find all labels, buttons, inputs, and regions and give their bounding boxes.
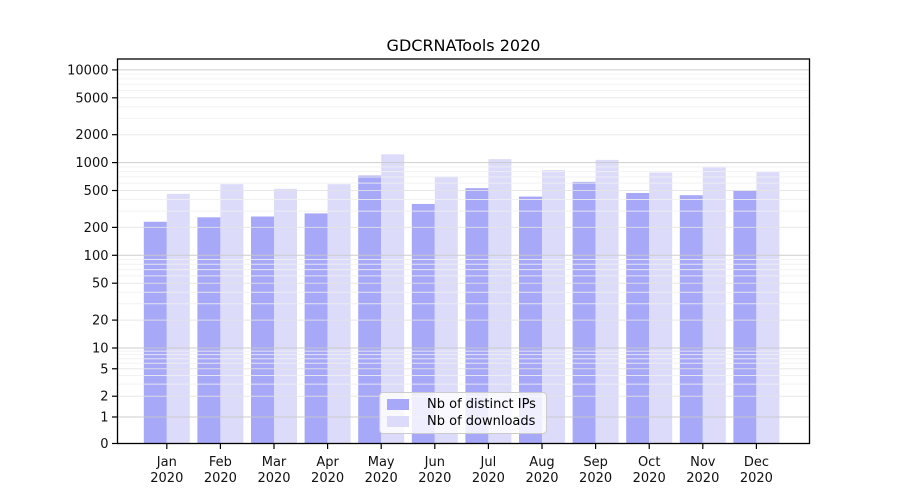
bar-sep-downloads: [595, 159, 619, 444]
bar-nov-distinct-ips: [679, 195, 703, 444]
bar-sep-distinct-ips: [572, 181, 596, 444]
x-tick-year-dec: 2020: [740, 471, 773, 486]
bar-dec-downloads: [756, 172, 780, 444]
legend-label-distinct-ips: Nb of distinct IPs: [427, 396, 536, 412]
bar-jul-downloads: [488, 159, 512, 444]
y-tick-label-1000: 1000: [75, 156, 108, 171]
axes-box: [116, 58, 811, 445]
x-tick-year-jun: 2020: [418, 471, 451, 486]
x-tick-label-sep: Sep: [583, 455, 608, 470]
y-tick-label-10: 10: [92, 342, 109, 357]
bar-jan-downloads: [166, 193, 190, 444]
x-tick-year-mar: 2020: [257, 471, 290, 486]
bar-mar-downloads: [274, 188, 297, 444]
chart-title: GDCRNATools 2020: [386, 36, 541, 55]
bar-jan-distinct-ips: [143, 221, 167, 444]
y-tick-label-2000: 2000: [75, 128, 108, 143]
x-tick-label-jun: Jun: [424, 455, 445, 470]
y-tick-label-2: 2: [100, 390, 108, 405]
x-tick-year-feb: 2020: [204, 471, 237, 486]
x-tick-year-jul: 2020: [472, 471, 505, 486]
y-tick-label-5: 5: [100, 362, 108, 377]
x-tick-year-sep: 2020: [579, 471, 612, 486]
x-tick-label-feb: Feb: [209, 455, 232, 470]
y-tick-label-1: 1: [100, 411, 108, 426]
legend: Nb of distinct IPs Nb of downloads: [379, 392, 547, 434]
x-tick-label-oct: Oct: [638, 455, 660, 470]
x-tick-year-apr: 2020: [311, 471, 344, 486]
x-tick-label-aug: Aug: [529, 455, 554, 470]
bar-oct-distinct-ips: [626, 192, 650, 444]
x-tick-label-jan: Jan: [156, 455, 177, 470]
legend-item-distinct-ips: Nb of distinct IPs: [386, 396, 540, 412]
y-tick-label-100: 100: [84, 249, 109, 264]
x-tick-label-jul: Jul: [480, 455, 497, 470]
x-tick-year-nov: 2020: [686, 471, 719, 486]
y-tick-label-50: 50: [92, 277, 109, 292]
bar-feb-downloads: [220, 184, 244, 444]
bar-may-downloads: [381, 154, 405, 444]
bar-may-distinct-ips: [358, 175, 382, 444]
x-tick-label-mar: Mar: [262, 455, 287, 470]
legend-swatch-downloads: [387, 416, 409, 428]
bar-nov-downloads: [702, 167, 726, 444]
legend-item-downloads: Nb of downloads: [386, 414, 540, 430]
y-tick-label-500: 500: [84, 184, 109, 199]
bar-dec-distinct-ips: [733, 190, 757, 444]
bar-apr-distinct-ips: [304, 213, 328, 444]
y-tick-label-200: 200: [84, 221, 109, 236]
x-tick-year-oct: 2020: [633, 471, 666, 486]
bar-jun-downloads: [434, 176, 458, 444]
y-tick-label-0: 0: [100, 437, 108, 452]
bar-apr-downloads: [327, 184, 351, 444]
x-tick-label-nov: Nov: [690, 455, 716, 470]
legend-swatch-distinct-ips: [387, 398, 409, 410]
bar-feb-distinct-ips: [197, 217, 221, 444]
x-tick-year-may: 2020: [365, 471, 398, 486]
x-tick-year-aug: 2020: [525, 471, 558, 486]
x-tick-label-apr: Apr: [316, 455, 339, 470]
x-tick-year-jan: 2020: [150, 471, 183, 486]
y-tick-label-10000: 10000: [67, 63, 108, 78]
x-tick-label-may: May: [368, 455, 395, 470]
y-tick-label-20: 20: [92, 314, 109, 329]
bar-mar-distinct-ips: [251, 216, 274, 444]
y-tick-label-5000: 5000: [75, 91, 108, 106]
bar-oct-downloads: [649, 172, 673, 444]
bar-jul-distinct-ips: [465, 188, 489, 444]
legend-label-downloads: Nb of downloads: [427, 414, 536, 430]
x-tick-label-dec: Dec: [744, 455, 769, 470]
